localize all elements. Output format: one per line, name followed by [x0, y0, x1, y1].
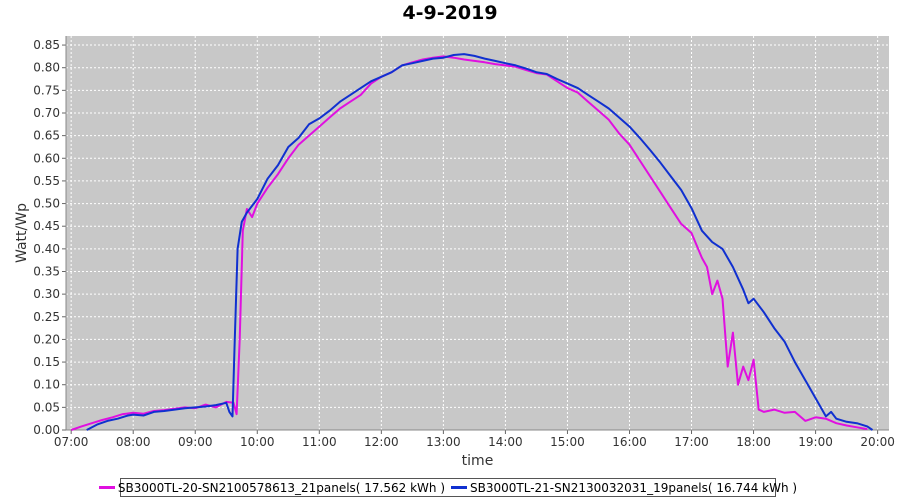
- y-tick-label: 0.00: [33, 423, 60, 437]
- y-tick-label: 0.35: [33, 264, 60, 278]
- y-tick-label: 0.50: [33, 197, 60, 211]
- y-axis-label: Watt/Wp: [14, 203, 30, 263]
- x-tick-label: 08:00: [116, 435, 151, 449]
- legend-item-series-2: SB3000TL-21-SN2130032031_19panels( 16.74…: [451, 481, 797, 495]
- y-tick-label: 0.70: [33, 106, 60, 120]
- series-line-2: [86, 53, 874, 431]
- y-tick-label: 0.60: [33, 151, 60, 165]
- x-tick-label: 15:00: [550, 435, 585, 449]
- legend-label-series-1: SB3000TL-20-SN2100578613_21panels( 17.56…: [117, 480, 445, 495]
- legend-item-series-1: SB3000TL-20-SN2100578613_21panels( 17.56…: [98, 480, 445, 495]
- plot-area: [66, 36, 889, 430]
- y-tick-label: 0.30: [33, 287, 60, 301]
- x-tick-label: 19:00: [798, 435, 833, 449]
- x-tick-label: 18:00: [736, 435, 771, 449]
- y-tick-label: 0.80: [33, 61, 60, 75]
- chart-title: 4-9-2019: [402, 2, 498, 24]
- x-tick-label: 07:00: [54, 435, 89, 449]
- y-tick-label: 0.75: [33, 83, 60, 97]
- legend-swatch-series-2: [451, 486, 467, 489]
- x-tick-label: 14:00: [488, 435, 523, 449]
- legend-swatch-series-1: [98, 486, 115, 489]
- x-tick-label: 13:00: [426, 435, 461, 449]
- chart-legend: SB3000TL-20-SN2100578613_21panels( 17.56…: [98, 478, 797, 497]
- x-tick-label: 09:00: [178, 435, 213, 449]
- y-tick-label: 0.05: [33, 400, 60, 414]
- x-axis-label: time: [462, 453, 494, 469]
- y-tick-label: 0.25: [33, 310, 60, 324]
- x-tick-label: 12:00: [364, 435, 399, 449]
- x-tick-label: 10:00: [240, 435, 275, 449]
- x-tick-label: 11:00: [302, 435, 337, 449]
- legend-label-series-2: SB3000TL-21-SN2130032031_19panels( 16.74…: [470, 480, 798, 495]
- y-tick-label: 0.15: [33, 355, 60, 369]
- x-tick-label: 17:00: [674, 435, 709, 449]
- y-tick-label: 0.65: [33, 129, 60, 143]
- y-tick-label: 0.55: [33, 174, 60, 188]
- y-tick-label: 0.45: [33, 219, 60, 233]
- y-tick-label: 0.20: [33, 332, 60, 346]
- x-tick-label: 20:00: [860, 435, 895, 449]
- y-tick-label: 0.85: [33, 38, 60, 52]
- y-tick-label: 0.40: [33, 242, 60, 256]
- y-tick-label: 0.10: [33, 378, 60, 392]
- x-tick-label: 16:00: [612, 435, 647, 449]
